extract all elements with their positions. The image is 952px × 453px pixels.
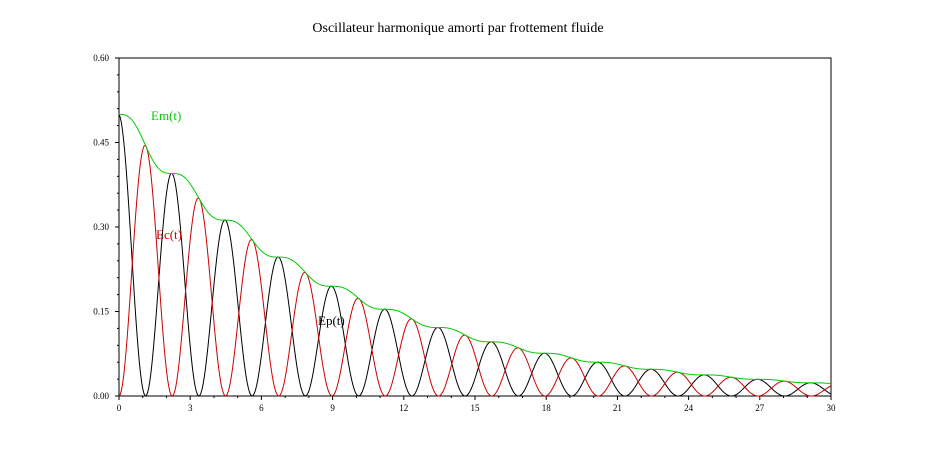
y-tick-label: 0.15 bbox=[93, 307, 109, 317]
x-tick-label: 15 bbox=[471, 403, 481, 413]
x-tick-label: 3 bbox=[188, 403, 193, 413]
y-tick-label: 0.60 bbox=[93, 53, 109, 63]
series-layer bbox=[118, 113, 832, 397]
x-tick-label: 21 bbox=[613, 403, 622, 413]
annotation-em: Em(t) bbox=[151, 108, 181, 123]
x-tick-label: 9 bbox=[330, 403, 335, 413]
x-tick-label: 6 bbox=[259, 403, 264, 413]
x-tick-label: 24 bbox=[684, 403, 694, 413]
chart-title: Oscillateur harmonique amorti par frotte… bbox=[312, 21, 603, 36]
x-tick-label: 27 bbox=[755, 403, 765, 413]
annotation-ep: Ep(t) bbox=[318, 313, 345, 328]
x-tick-label: 12 bbox=[399, 403, 408, 413]
plot-frame bbox=[118, 57, 832, 397]
y-tick-label: 0.45 bbox=[93, 138, 109, 148]
x-axis: 0 3 6 9 12 15 18 21 24 27 30 bbox=[117, 396, 836, 413]
series-ec-line bbox=[118, 144, 832, 397]
x-tick-label: 0 bbox=[117, 403, 122, 413]
annotation-ec: Ec(t) bbox=[156, 227, 182, 242]
y-axis: 0.00 0.15 0.30 0.45 0.60 bbox=[93, 53, 119, 401]
y-tick-label: 0.00 bbox=[93, 391, 109, 401]
x-tick-label: 18 bbox=[542, 403, 552, 413]
y-tick-label: 0.30 bbox=[93, 222, 109, 232]
x-tick-label: 30 bbox=[827, 403, 837, 413]
series-em-line bbox=[118, 113, 832, 385]
series-ep-line bbox=[118, 114, 832, 397]
